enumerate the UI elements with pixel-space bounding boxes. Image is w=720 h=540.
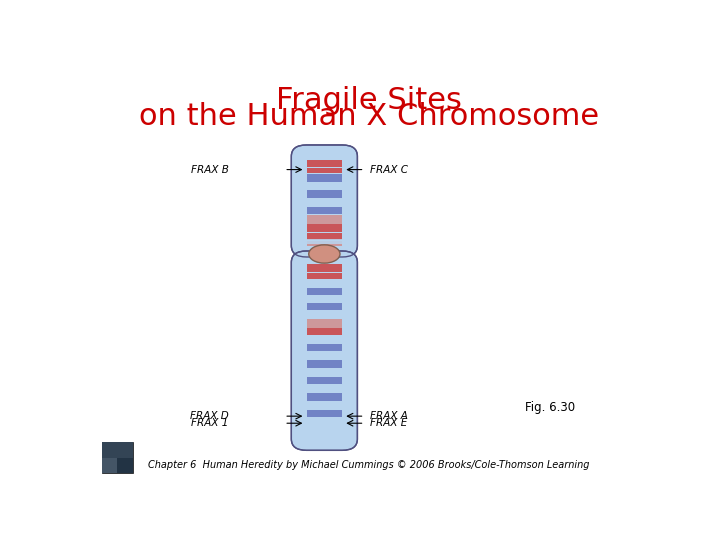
Text: FRAX A: FRAX A	[370, 411, 408, 421]
FancyBboxPatch shape	[292, 251, 357, 450]
Bar	[307, 233, 342, 240]
Text: FRAX B: FRAX B	[191, 165, 228, 174]
Bar	[307, 160, 342, 167]
Text: FRAX C: FRAX C	[370, 165, 408, 174]
Bar	[307, 241, 342, 246]
Bar	[307, 288, 342, 295]
Bar	[307, 433, 342, 438]
Bar	[307, 183, 342, 190]
Text: FRAX 1: FRAX 1	[191, 418, 228, 428]
FancyBboxPatch shape	[292, 145, 357, 257]
Bar	[307, 265, 342, 272]
Bar	[307, 410, 342, 417]
Bar	[307, 311, 342, 319]
FancyBboxPatch shape	[102, 442, 133, 473]
Bar	[307, 199, 342, 206]
Bar	[307, 225, 342, 232]
Bar	[307, 207, 342, 214]
Bar	[307, 215, 342, 224]
Bar	[307, 427, 342, 434]
Bar	[102, 442, 133, 458]
Bar	[307, 377, 342, 384]
Bar	[307, 352, 342, 359]
Text: Fragile Sites: Fragile Sites	[276, 86, 462, 114]
Text: Chapter 6  Human Heredity by Michael Cummings © 2006 Brooks/Cole-Thomson Learnin: Chapter 6 Human Heredity by Michael Cumm…	[148, 460, 590, 470]
Bar	[307, 280, 342, 287]
Bar	[307, 273, 342, 279]
Bar	[307, 328, 342, 335]
Bar	[307, 239, 342, 245]
Bar	[307, 295, 342, 302]
Bar	[307, 303, 342, 310]
Bar	[307, 167, 342, 173]
Bar	[307, 368, 342, 376]
Bar	[307, 402, 342, 409]
Bar	[307, 393, 342, 401]
Bar	[307, 336, 342, 343]
Text: on the Human X Chromosome: on the Human X Chromosome	[139, 102, 599, 131]
Bar	[307, 319, 342, 328]
Text: FRAX E: FRAX E	[370, 418, 408, 428]
Text: FRAX D: FRAX D	[189, 411, 228, 421]
Bar	[307, 385, 342, 393]
Bar	[307, 191, 342, 198]
Bar	[307, 418, 342, 426]
Bar	[307, 360, 342, 368]
Bar	[307, 174, 342, 182]
Bar	[307, 344, 342, 351]
Bar	[102, 458, 117, 473]
Text: Fig. 6.30: Fig. 6.30	[526, 401, 575, 414]
Ellipse shape	[309, 245, 340, 263]
